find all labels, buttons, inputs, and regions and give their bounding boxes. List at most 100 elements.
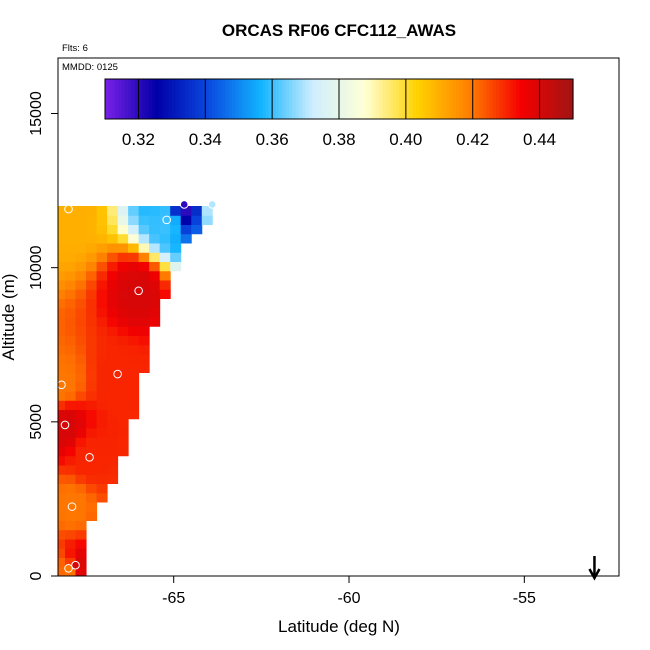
colorbar-swatch bbox=[389, 79, 394, 119]
heatmap-cell bbox=[128, 298, 140, 309]
heatmap-cell bbox=[149, 215, 161, 225]
heatmap-cell bbox=[65, 224, 77, 235]
heatmap-cell bbox=[96, 224, 108, 235]
heatmap-cell bbox=[58, 252, 66, 262]
heatmap-cell bbox=[65, 326, 77, 336]
colorbar-swatch bbox=[275, 79, 280, 119]
heatmap-cell bbox=[75, 261, 87, 272]
heatmap-cell bbox=[159, 280, 171, 290]
heatmap-cell bbox=[75, 326, 87, 336]
sample-point bbox=[85, 452, 94, 462]
heatmap-cell bbox=[180, 206, 192, 216]
heatmap-cell bbox=[86, 372, 98, 383]
heatmap-cell bbox=[86, 224, 98, 235]
colorbar-swatch bbox=[399, 79, 404, 119]
heatmap-cell bbox=[86, 474, 98, 484]
heatmap-cell bbox=[191, 206, 203, 216]
colorbar-swatch bbox=[372, 79, 377, 119]
sample-point bbox=[64, 204, 73, 214]
colorbar-swatch bbox=[282, 79, 287, 119]
heatmap-cell bbox=[159, 233, 171, 244]
heatmap-cell bbox=[117, 261, 129, 272]
heatmap-cell bbox=[117, 298, 129, 309]
heatmap-cell bbox=[117, 215, 129, 225]
colorbar-swatch bbox=[499, 79, 504, 119]
heatmap-cell bbox=[201, 206, 213, 216]
colorbar-swatch bbox=[462, 79, 467, 119]
colorbar-swatch bbox=[222, 79, 226, 119]
colorbar-swatch bbox=[425, 79, 430, 119]
heatmap-cell bbox=[107, 437, 119, 447]
heatmap-cell bbox=[58, 400, 66, 410]
colorbar-tick-label: 0.42 bbox=[456, 130, 489, 149]
colorbar-swatch bbox=[529, 79, 534, 119]
heatmap-cell bbox=[86, 298, 98, 309]
heatmap-cell bbox=[86, 243, 98, 253]
heatmap-cell bbox=[75, 252, 87, 262]
heatmap-cell bbox=[86, 502, 98, 512]
heatmap-cell bbox=[58, 261, 66, 272]
heatmap-cell bbox=[58, 492, 66, 503]
heatmap-cell bbox=[96, 381, 108, 392]
colorbar-swatch bbox=[562, 79, 567, 119]
colorbar-swatch bbox=[546, 79, 551, 119]
colorbar-swatch bbox=[432, 79, 437, 119]
colorbar-swatch bbox=[552, 79, 557, 119]
heatmap-cell bbox=[65, 215, 77, 225]
heatmap-cell bbox=[170, 252, 182, 262]
heatmap-cell bbox=[96, 326, 108, 336]
heatmap-cell bbox=[117, 363, 129, 373]
sample-point bbox=[64, 563, 73, 573]
heatmap-cell bbox=[159, 270, 171, 281]
heatmap-cell bbox=[117, 206, 129, 216]
heatmap-cell bbox=[107, 215, 119, 225]
heatmap-cell bbox=[117, 224, 129, 235]
heatmap-cell bbox=[138, 354, 150, 364]
heatmap-cell bbox=[107, 428, 119, 438]
heatmap-cell bbox=[65, 372, 77, 383]
sample-point bbox=[179, 200, 189, 209]
heatmap-cell bbox=[170, 215, 182, 225]
heatmap-cell bbox=[117, 280, 129, 290]
colorbar-tick-label: 0.38 bbox=[322, 130, 355, 149]
colorbar-tick-label: 0.40 bbox=[389, 130, 422, 149]
heatmap-cell bbox=[65, 280, 77, 290]
heatmap-cell bbox=[128, 224, 140, 235]
heatmap-cell bbox=[86, 437, 98, 447]
heatmap-cell bbox=[65, 270, 77, 281]
heatmap-cell bbox=[117, 372, 129, 383]
heatmap-cell bbox=[138, 298, 150, 309]
colorbar-swatch bbox=[295, 79, 300, 119]
heatmap-cell bbox=[138, 326, 150, 336]
heatmap-cell bbox=[128, 280, 140, 290]
heatmap-cell bbox=[65, 233, 77, 244]
heatmap-cell bbox=[75, 502, 87, 512]
heatmap-cell bbox=[65, 529, 77, 540]
colorbar-swatch bbox=[516, 79, 521, 119]
heatmap-cell bbox=[75, 270, 87, 281]
heatmap-cell bbox=[117, 446, 129, 457]
heatmap-cell bbox=[159, 206, 171, 216]
heatmap-cell bbox=[58, 548, 66, 558]
heatmap-layer bbox=[58, 206, 213, 576]
heatmap-cell bbox=[58, 326, 66, 336]
heatmap-cell bbox=[128, 243, 140, 253]
heatmap-cell bbox=[58, 335, 66, 346]
heatmap-cell bbox=[58, 446, 66, 457]
heatmap-cell bbox=[107, 298, 119, 309]
heatmap-cell bbox=[65, 539, 77, 549]
colorbar-swatch bbox=[158, 79, 163, 119]
colorbar-swatch bbox=[198, 79, 203, 119]
colorbar-swatch bbox=[168, 79, 173, 119]
heatmap-cell bbox=[65, 381, 77, 392]
heatmap-cell bbox=[58, 437, 66, 447]
heatmap-cell bbox=[96, 455, 108, 466]
heatmap-cell bbox=[138, 261, 150, 272]
heatmap-cell bbox=[117, 391, 129, 401]
heatmap-cell bbox=[138, 243, 150, 253]
heatmap-cell bbox=[149, 270, 161, 281]
colorbar-swatch bbox=[496, 79, 501, 119]
colorbar-swatch bbox=[308, 79, 313, 119]
heatmap-cell bbox=[159, 224, 171, 235]
